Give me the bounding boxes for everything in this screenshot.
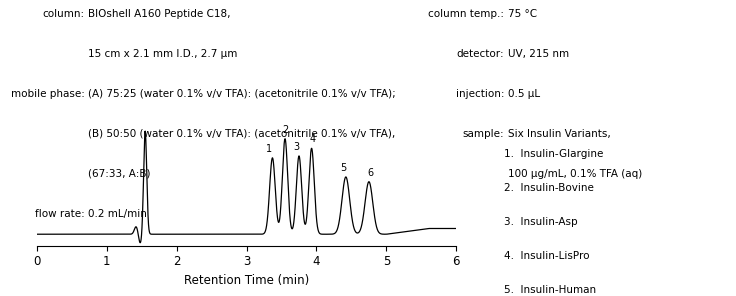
Text: (B) 50:50 (water 0.1% v/v TFA): (acetonitrile 0.1% v/v TFA),: (B) 50:50 (water 0.1% v/v TFA): (acetoni… bbox=[88, 129, 395, 139]
Text: column:: column: bbox=[43, 9, 85, 19]
Text: 3.  Insulin-Asp: 3. Insulin-Asp bbox=[504, 217, 578, 227]
Text: injection:: injection: bbox=[456, 89, 504, 99]
Text: (67:33, A:B): (67:33, A:B) bbox=[88, 169, 151, 179]
Text: mobile phase:: mobile phase: bbox=[11, 89, 85, 99]
Text: 1: 1 bbox=[266, 144, 272, 154]
X-axis label: Retention Time (min): Retention Time (min) bbox=[184, 274, 309, 287]
Text: 3: 3 bbox=[293, 142, 300, 152]
Text: 100 μg/mL, 0.1% TFA (aq): 100 μg/mL, 0.1% TFA (aq) bbox=[508, 169, 642, 179]
Text: Six Insulin Variants,: Six Insulin Variants, bbox=[508, 129, 611, 139]
Text: flow rate:: flow rate: bbox=[35, 209, 85, 219]
Text: 6: 6 bbox=[367, 168, 373, 178]
Text: 75 °C: 75 °C bbox=[508, 9, 537, 19]
Text: 15 cm x 2.1 mm I.D., 2.7 μm: 15 cm x 2.1 mm I.D., 2.7 μm bbox=[88, 49, 238, 59]
Text: detector:: detector: bbox=[456, 49, 504, 59]
Text: (A) 75:25 (water 0.1% v/v TFA): (acetonitrile 0.1% v/v TFA);: (A) 75:25 (water 0.1% v/v TFA): (acetoni… bbox=[88, 89, 396, 99]
Text: 4: 4 bbox=[310, 134, 316, 144]
Text: 4.  Insulin-LisPro: 4. Insulin-LisPro bbox=[504, 251, 590, 261]
Text: 2: 2 bbox=[282, 125, 288, 135]
Text: sample:: sample: bbox=[462, 129, 504, 139]
Text: BIOshell A160 Peptide C18,: BIOshell A160 Peptide C18, bbox=[88, 9, 231, 19]
Text: 0.2 mL/min: 0.2 mL/min bbox=[88, 209, 147, 219]
Text: 1.  Insulin-Glargine: 1. Insulin-Glargine bbox=[504, 149, 604, 159]
Text: 5.  Insulin-Human: 5. Insulin-Human bbox=[504, 285, 596, 295]
Text: column temp.:: column temp.: bbox=[428, 9, 504, 19]
Text: UV, 215 nm: UV, 215 nm bbox=[508, 49, 569, 59]
Text: 5: 5 bbox=[341, 163, 347, 173]
Text: 0.5 μL: 0.5 μL bbox=[508, 89, 540, 99]
Text: 2.  Insulin-Bovine: 2. Insulin-Bovine bbox=[504, 183, 594, 193]
